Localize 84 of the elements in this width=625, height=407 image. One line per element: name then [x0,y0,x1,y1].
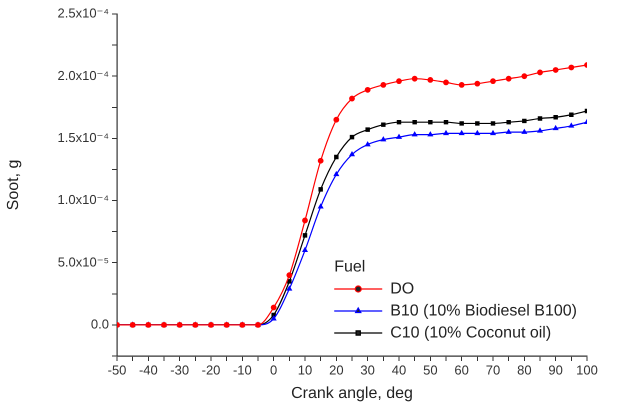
point [458,82,465,88]
x-tick-label: -40 [138,362,158,378]
point [490,130,496,136]
point [428,120,433,124]
y-tick-label: 0.0 [90,316,109,332]
x-tick-label: 70 [486,362,500,378]
point [459,121,464,126]
x-tick-label: 10 [298,362,312,378]
x-tick-label: 100 [576,362,598,378]
point [506,76,512,82]
point [568,64,574,70]
point [444,120,448,124]
y-tick-label: 2.5x10⁻⁴ [58,6,109,21]
point [490,78,496,84]
point [302,233,308,238]
y-tick-label: 1.5x10⁻⁴ [58,130,109,145]
point [569,112,574,117]
point [522,118,527,124]
point [412,132,418,136]
point [490,121,496,126]
point [318,204,324,209]
point [287,279,292,284]
x-tick-label: -30 [170,362,190,378]
point [522,129,527,134]
point [443,130,449,136]
point [302,218,308,224]
point [475,121,480,126]
legend-title: Fuel [334,258,366,276]
point [396,78,402,84]
point [333,116,340,123]
point [412,120,417,124]
point [537,70,543,76]
x-tick-label: 60 [454,362,469,378]
x-tick-label: 90 [548,362,563,378]
y-axis-title: Soot, g [5,160,22,210]
legend-label: C10 (10% Coconut oil) [390,324,552,342]
point [286,272,292,278]
point [365,142,370,146]
point [427,77,434,83]
point [506,129,512,134]
x-tick-label: 0 [270,362,278,378]
point [349,152,355,156]
point [459,130,464,136]
point [474,130,480,136]
point [412,76,418,82]
point [271,316,276,320]
point [443,80,449,86]
point [334,154,339,160]
legend-label: B10 (10% Biodiesel B100) [390,302,577,320]
point [286,286,292,291]
point [521,73,528,80]
x-tick-label: -20 [202,362,220,378]
y-tick-label: 5.0x10⁻⁵ [58,254,109,270]
point [318,158,324,164]
point [381,122,386,127]
x-tick-label: 80 [517,362,532,378]
y-tick-label: 1.0x10⁻⁴ [58,192,109,208]
point [350,134,354,140]
x-tick-label: 50 [423,362,438,378]
point [380,136,386,142]
point [552,67,559,73]
x-axis-title: Crank angle, deg [291,384,413,402]
point [396,120,402,124]
legend-label: DO [390,280,414,298]
point [474,80,480,87]
point [396,134,402,139]
x-tick-label: 20 [329,362,344,378]
x-tick-label: 30 [360,362,375,378]
point [538,116,542,121]
point [364,86,371,93]
point [537,128,543,133]
point [365,127,370,132]
point [318,187,323,192]
y-tick-label: 2.0x10⁻⁴ [58,68,109,83]
point [506,120,511,124]
point [428,132,433,136]
point [302,247,308,252]
x-tick-label: -10 [232,362,252,378]
point [380,82,386,88]
x-tick-label: 40 [392,362,406,378]
x-tick-label: -50 [108,362,126,378]
point [349,96,355,102]
point [270,304,277,310]
point [553,114,558,120]
